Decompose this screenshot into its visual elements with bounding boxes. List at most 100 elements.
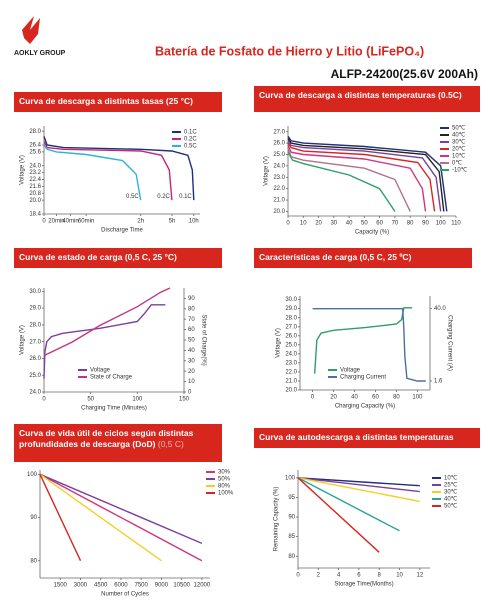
series-line: [314, 307, 413, 374]
y2-tick-label: 10: [188, 379, 195, 385]
y-tick-label: 23.2: [29, 170, 41, 176]
legend-label: 100%: [218, 491, 234, 497]
panel-title: Curva de descarga a distintas temperatur…: [254, 86, 480, 112]
series-line: [39, 474, 82, 561]
legend-label: 0.5C: [184, 144, 197, 150]
x-tick-label: 150: [179, 397, 190, 403]
y-tick-label: 24.0: [29, 163, 41, 169]
y-tick-label: 29.0: [29, 306, 41, 312]
y2-axis-label: State of Charge(%): [200, 314, 206, 365]
y-tick-label: 29.0: [285, 306, 297, 312]
y2-tick-label: 0: [188, 390, 192, 396]
x-axis-label: Number of Cycles: [101, 592, 149, 598]
x-tick-label: 60: [376, 221, 383, 227]
x-tick-label: 0: [286, 221, 290, 227]
x-axis-label: Charging Capacity (%): [335, 404, 395, 410]
y-tick-label: 27.0: [29, 339, 41, 345]
x-axis-label: Capacity (%): [355, 230, 389, 236]
x-tick-label: 20: [330, 395, 337, 401]
y-tick-label: 25.0: [29, 373, 41, 379]
x-tick-label: 40min: [62, 219, 78, 225]
legend-label: Charging Current: [340, 375, 386, 381]
series-line: [297, 477, 420, 487]
legend-label: 10℃: [444, 476, 458, 482]
y-tick-label: 28.0: [29, 322, 41, 328]
panel-title: Curva de descarga a distintas tasas (25 …: [14, 92, 222, 112]
y2-tick-label: 70: [188, 317, 195, 323]
panel-title-text: Curva de autodescarga a distintas temper…: [259, 432, 454, 442]
x-tick-label: 0: [42, 219, 46, 225]
model: ALFP-24200(25.6V 200Ah): [331, 67, 478, 81]
panel-title: Curva de estado de carga (0,5 C, 25 °C): [14, 248, 222, 268]
x-tick-label: 0: [311, 395, 315, 401]
series-line: [287, 145, 427, 212]
series-line: [39, 473, 162, 562]
y-tick-label: 25.0: [285, 342, 297, 348]
y-tick-label: 20.0: [29, 198, 41, 204]
x-tick-label: 110: [451, 221, 461, 227]
series-line: [287, 138, 445, 212]
legend-label: 50℃: [444, 504, 458, 510]
y-axis-label: Voltage (V): [276, 328, 282, 358]
legend-label: Voltage: [90, 368, 111, 374]
y-tick-label: 90: [30, 515, 37, 521]
x-tick-label: 0: [42, 397, 46, 403]
y-axis-label: Voltage (V): [264, 156, 270, 186]
legend-label: 50%: [218, 477, 231, 483]
legend-label: 30℃: [452, 140, 466, 146]
series-line: [287, 142, 436, 212]
legend-label: 50℃: [452, 126, 466, 132]
y-tick-label: 18.4: [29, 212, 41, 218]
y-tick-label: 20.0: [285, 388, 297, 394]
y-axis-label: Remaining Capacity (%): [274, 487, 280, 552]
x-tick-label: 90: [422, 221, 429, 227]
y2-tick-label: 1.6: [434, 379, 443, 385]
x-tick-label: 60: [372, 395, 379, 401]
y-tick-label: 24.0: [29, 390, 41, 396]
series-line: [297, 477, 380, 553]
x-tick-label: 60min: [78, 219, 94, 225]
y-tick-label: 20.8: [29, 191, 41, 197]
series-line: [312, 308, 426, 382]
end-label: 0.2C: [157, 194, 170, 200]
series-line: [297, 477, 400, 532]
x-tick-label: 70: [392, 221, 399, 227]
x-tick-label: 7500: [135, 583, 149, 589]
legend-label: Voltage: [340, 368, 361, 374]
y-tick-label: 23.0: [273, 175, 285, 181]
x-tick-label: 20min: [48, 219, 64, 225]
series-line: [297, 477, 420, 493]
panel-title-note: (0,5 C): [157, 439, 184, 449]
legend-label: State of Charge: [90, 375, 133, 381]
y2-tick-label: 30: [188, 358, 195, 364]
y2-tick-label: 80: [188, 306, 195, 312]
x-tick-label: 10500: [173, 583, 190, 589]
series-line: [39, 473, 203, 562]
x-tick-label: 9000: [155, 583, 169, 589]
legend-label: 0.2C: [184, 137, 197, 143]
x-tick-label: 5h: [169, 219, 176, 225]
logo-text: AOKLY GROUP: [14, 50, 66, 57]
y-tick-label: 26.4: [29, 143, 41, 149]
x-axis-label: Charging Time (Minutes): [81, 406, 147, 412]
x-tick-label: 12000: [194, 583, 211, 589]
series-line: [287, 151, 396, 212]
x-tick-label: 4500: [94, 583, 108, 589]
y-tick-label: 26.0: [29, 356, 41, 362]
logo-mark: [22, 16, 40, 44]
panel-title-text: Curva de vida útil de ciclos según disti…: [19, 428, 194, 449]
x-tick-label: 80: [407, 221, 414, 227]
y-tick-label: 24.0: [273, 163, 285, 169]
x-tick-label: 20: [315, 221, 322, 227]
legend-label: 40℃: [444, 497, 458, 503]
x-tick-label: 100: [412, 395, 423, 401]
panel-title-text: Curva de descarga a distintas temperatur…: [259, 90, 462, 100]
series-line: [43, 136, 195, 201]
legend-label: 0℃: [452, 161, 462, 167]
series-line: [297, 477, 420, 503]
x-tick-label: 3000: [74, 583, 88, 589]
y-axis-label: Voltage (V): [20, 325, 26, 355]
x-tick-label: 4: [337, 573, 341, 579]
y2-tick-label: 40.0: [434, 306, 446, 312]
x-tick-label: 100: [132, 397, 143, 403]
